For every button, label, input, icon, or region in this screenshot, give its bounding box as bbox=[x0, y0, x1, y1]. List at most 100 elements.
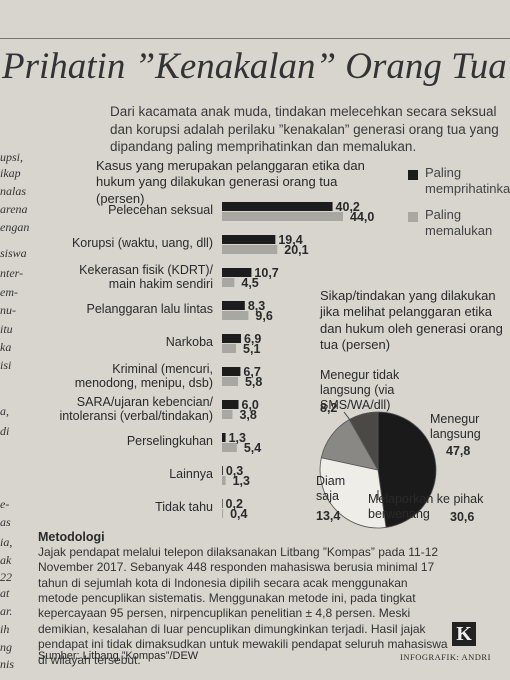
category-label: Kriminal (mencuri, menodong, menipu, dsb… bbox=[74, 362, 213, 390]
bar bbox=[222, 245, 278, 254]
top-rule bbox=[0, 38, 510, 39]
pie-slice bbox=[319, 457, 387, 529]
legend-swatch bbox=[408, 170, 418, 180]
side-fragment: ikap bbox=[0, 166, 21, 180]
bar bbox=[222, 212, 343, 221]
side-fragment: upsi, bbox=[0, 150, 24, 164]
value-label: 6,9 bbox=[243, 332, 262, 346]
side-fragment: ia, bbox=[0, 535, 13, 549]
category-label: Perselingkuhan bbox=[126, 434, 213, 448]
bar bbox=[222, 410, 233, 419]
side-fragment: engan bbox=[0, 220, 30, 234]
slice-value: 47,8 bbox=[446, 444, 471, 458]
value-label: 44,0 bbox=[350, 210, 375, 224]
slice-label: Diam saja bbox=[316, 474, 346, 503]
bar bbox=[222, 509, 224, 518]
value-label: 1,3 bbox=[232, 474, 250, 488]
value-label: 5,4 bbox=[243, 441, 262, 455]
slice-label: Menegur tidak langsung (via SMS/WA/dll) bbox=[320, 368, 400, 412]
bar bbox=[222, 301, 245, 310]
side-fragment: arena bbox=[0, 202, 28, 216]
side-fragment: 22 bbox=[0, 570, 12, 584]
methodology-text: Jajak pendapat melalui telepon dilaksana… bbox=[38, 545, 448, 667]
side-fragment: as bbox=[0, 515, 11, 529]
side-fragment: nter- bbox=[0, 266, 24, 280]
value-label: 4,5 bbox=[241, 276, 259, 290]
bar bbox=[222, 377, 238, 386]
side-fragment: e- bbox=[0, 497, 10, 511]
category-label: Kekerasan fisik (KDRT)/ main hakim sendi… bbox=[79, 263, 213, 291]
category-label: Pelecehan seksual bbox=[108, 203, 213, 217]
bar bbox=[222, 499, 223, 508]
bar bbox=[222, 443, 237, 452]
legend-swatch bbox=[408, 212, 418, 222]
pie-chart-title: Sikap/tindakan yang dilakukan jika melih… bbox=[320, 288, 503, 352]
value-label: 40,2 bbox=[335, 200, 360, 214]
side-fragment: di bbox=[0, 424, 10, 438]
category-label: SARA/ujaran kebencian/ intoleransi (verb… bbox=[59, 395, 213, 423]
side-fragment: ar. bbox=[0, 604, 13, 618]
bar bbox=[222, 344, 237, 353]
bar bbox=[222, 334, 241, 343]
value-label: 3,8 bbox=[239, 408, 257, 422]
credit: INFOGRAFIK: ANDRI bbox=[400, 652, 491, 662]
bar-chart-title: Kasus yang merupakan pelanggaran etika d… bbox=[96, 158, 365, 206]
side-fragment: ak bbox=[0, 553, 12, 567]
side-fragment: at bbox=[0, 586, 10, 600]
side-fragment: nu- bbox=[0, 303, 16, 317]
value-label: 1,3 bbox=[228, 431, 246, 445]
category-label: Tidak tahu bbox=[155, 500, 213, 514]
side-fragment: nis bbox=[0, 657, 15, 671]
value-label: 6,0 bbox=[241, 398, 259, 412]
bar bbox=[222, 433, 226, 442]
value-label: 9,6 bbox=[255, 309, 273, 323]
side-fragment: ka bbox=[0, 340, 12, 354]
bar bbox=[222, 466, 223, 475]
side-fragment: siswa bbox=[0, 246, 27, 260]
side-fragment: ih bbox=[0, 622, 10, 636]
source: Sumber: Litbang ”Kompas”/DEW bbox=[38, 650, 199, 662]
bar bbox=[222, 476, 226, 485]
value-label: 10,7 bbox=[254, 266, 279, 280]
pie-slice bbox=[377, 411, 437, 528]
page-title: Prihatin ”Kenakalan” Orang Tua bbox=[2, 46, 507, 87]
category-label: Korupsi (waktu, uang, dll) bbox=[71, 236, 213, 250]
slice-label: Melaporkan ke pihak berwenang bbox=[368, 492, 484, 521]
slice-value: 30,6 bbox=[450, 510, 475, 524]
value-label: 0,2 bbox=[225, 497, 243, 511]
slice-value: 13,4 bbox=[316, 509, 341, 523]
category-label: Narkoba bbox=[165, 335, 213, 349]
slice-value: 8,2 bbox=[320, 401, 338, 415]
value-label: 5,1 bbox=[243, 342, 261, 356]
side-fragment: ng bbox=[0, 640, 12, 654]
value-label: 8,3 bbox=[247, 299, 266, 313]
intro-text: Dari kacamata anak muda, tindakan melece… bbox=[110, 104, 499, 155]
legend-label: Paling memprihatinkan bbox=[425, 165, 510, 197]
side-fragment: itu bbox=[0, 322, 13, 336]
value-label: 19,4 bbox=[278, 233, 303, 247]
value-label: 0,4 bbox=[230, 507, 248, 521]
bar bbox=[222, 311, 249, 320]
bar bbox=[222, 367, 241, 376]
bar bbox=[222, 268, 252, 277]
value-label: 20,1 bbox=[284, 243, 309, 257]
slice-label: Menegur langsung bbox=[430, 412, 481, 441]
bar bbox=[222, 235, 276, 244]
logo: K bbox=[452, 622, 476, 646]
value-label: 0,3 bbox=[225, 464, 244, 478]
methodology-heading: Metodologi bbox=[38, 530, 105, 544]
category-label: Lainnya bbox=[169, 467, 213, 481]
bar bbox=[222, 278, 235, 287]
side-fragment: a, bbox=[0, 404, 9, 418]
value-label: 6,7 bbox=[243, 365, 261, 379]
side-fragment: isi bbox=[0, 358, 12, 372]
side-fragment: em- bbox=[0, 285, 18, 299]
leader-line bbox=[343, 411, 351, 421]
bar bbox=[222, 202, 333, 211]
bar bbox=[222, 400, 239, 409]
side-fragment: nalas bbox=[0, 184, 27, 198]
category-label: Pelanggaran lalu lintas bbox=[86, 302, 213, 316]
value-label: 5,8 bbox=[244, 375, 263, 389]
